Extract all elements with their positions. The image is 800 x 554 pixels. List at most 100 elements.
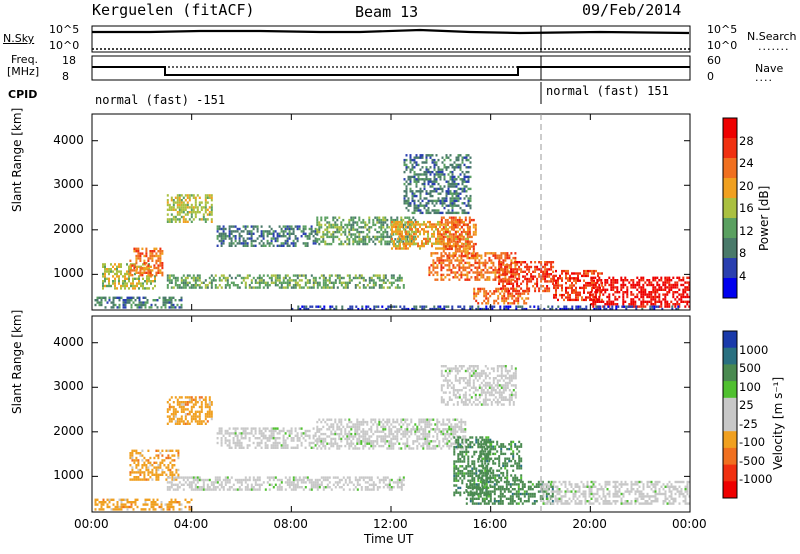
scatter-cell (296, 237, 299, 240)
scatter-cell (591, 281, 593, 285)
scatter-cell (411, 194, 414, 198)
scatter-cell (532, 285, 535, 288)
scatter-cell (390, 281, 393, 284)
scatter-cell (124, 277, 126, 280)
scatter-cell (620, 283, 623, 287)
scatter-cell (450, 235, 453, 239)
scatter-cell (137, 254, 140, 258)
scatter-cell (312, 481, 315, 484)
scatter-cell (348, 432, 351, 436)
scatter-cell (436, 273, 439, 277)
scatter-cell (358, 483, 361, 486)
scatter-cell (423, 206, 426, 210)
scatter-cell (135, 459, 138, 462)
scatter-cell (310, 225, 313, 228)
scatter-cell (421, 204, 424, 207)
scatter-cell (136, 306, 139, 309)
scatter-cell (302, 481, 305, 484)
scatter-cell (444, 230, 447, 234)
scatter-cell (161, 454, 164, 457)
scatter-cell (437, 228, 439, 231)
scatter-cell (398, 240, 401, 243)
scatter-cell (192, 206, 195, 209)
scatter-cell (654, 291, 657, 294)
scatter-cell (468, 266, 471, 269)
scatter-cell (161, 468, 164, 472)
scatter-cell (306, 476, 309, 479)
scatter-cell (104, 263, 106, 266)
scatter-cell (204, 220, 207, 223)
scatter-cell (303, 307, 306, 311)
scatter-cell (468, 240, 471, 243)
scatter-cell (372, 488, 375, 491)
scatter-cell (630, 283, 633, 287)
scatter-cell (316, 486, 319, 489)
scatter-cell (405, 307, 408, 311)
scatter-cell (350, 228, 353, 231)
scatter-cell (147, 461, 150, 464)
scatter-cell (594, 303, 597, 306)
scatter-cell (565, 296, 567, 299)
scatter-cell (304, 481, 307, 484)
scatter-cell (614, 295, 617, 299)
scatter-cell (446, 230, 449, 234)
scatter-cell (622, 286, 625, 289)
scatter-cell (348, 437, 351, 441)
scatter-cell (336, 428, 339, 431)
scatter-cell (621, 305, 624, 308)
scatter-cell (206, 478, 209, 482)
scatter-cell (272, 237, 275, 240)
scatter-cell (224, 286, 227, 289)
scatter-cell (407, 307, 410, 311)
scatter-cell (276, 284, 279, 287)
scatter-cell (159, 452, 162, 455)
scatter-cell (391, 232, 393, 236)
scatter-cell (458, 266, 461, 269)
scatter-cell (638, 305, 641, 308)
scatter-cell (514, 264, 517, 267)
scatter-cell (180, 201, 183, 204)
scatter-cell (488, 252, 491, 255)
scatter-cell (439, 175, 442, 179)
scatter-cell (102, 263, 104, 266)
scatter-cell (410, 226, 413, 229)
scatter-cell (569, 298, 571, 302)
scatter-cell (324, 242, 327, 246)
scatter-cell (461, 158, 464, 162)
scatter-cell (206, 403, 209, 406)
scatter-cell (208, 196, 211, 199)
scatter-cell (214, 488, 217, 491)
scatter-cell (425, 197, 428, 200)
scatter-cell (630, 300, 633, 303)
scatter-cell (133, 264, 136, 267)
scatter-cell (400, 481, 403, 484)
scatter-cell (159, 257, 162, 260)
scatter-cell (494, 276, 497, 279)
scatter-cell (346, 432, 349, 436)
scatter-cell (246, 478, 249, 482)
scatter-cell (272, 274, 275, 277)
scatter-cell (228, 286, 231, 289)
scatter-cell (395, 223, 397, 226)
scatter-cell (482, 276, 485, 279)
scatter-cell (466, 233, 469, 236)
scatter-cell (196, 481, 199, 484)
scatter-cell (116, 272, 118, 276)
scatter-cell (514, 252, 517, 255)
scatter-cell (216, 478, 219, 482)
scatter-cell (448, 235, 451, 239)
scatter-cell (304, 276, 307, 280)
scatter-cell (153, 473, 156, 476)
scatter-cell (266, 284, 269, 287)
scatter-cell (489, 290, 492, 293)
scatter-cell (252, 286, 255, 289)
scatter-cell (240, 281, 243, 284)
scatter-cell (175, 449, 178, 452)
scatter-cell (250, 230, 253, 233)
scatter-cell (154, 275, 156, 278)
scatter-cell (571, 281, 573, 285)
scatter-cell (250, 239, 253, 243)
scatter-cell (149, 464, 152, 467)
scatter-cell (178, 501, 181, 504)
scatter-cell (174, 220, 177, 223)
